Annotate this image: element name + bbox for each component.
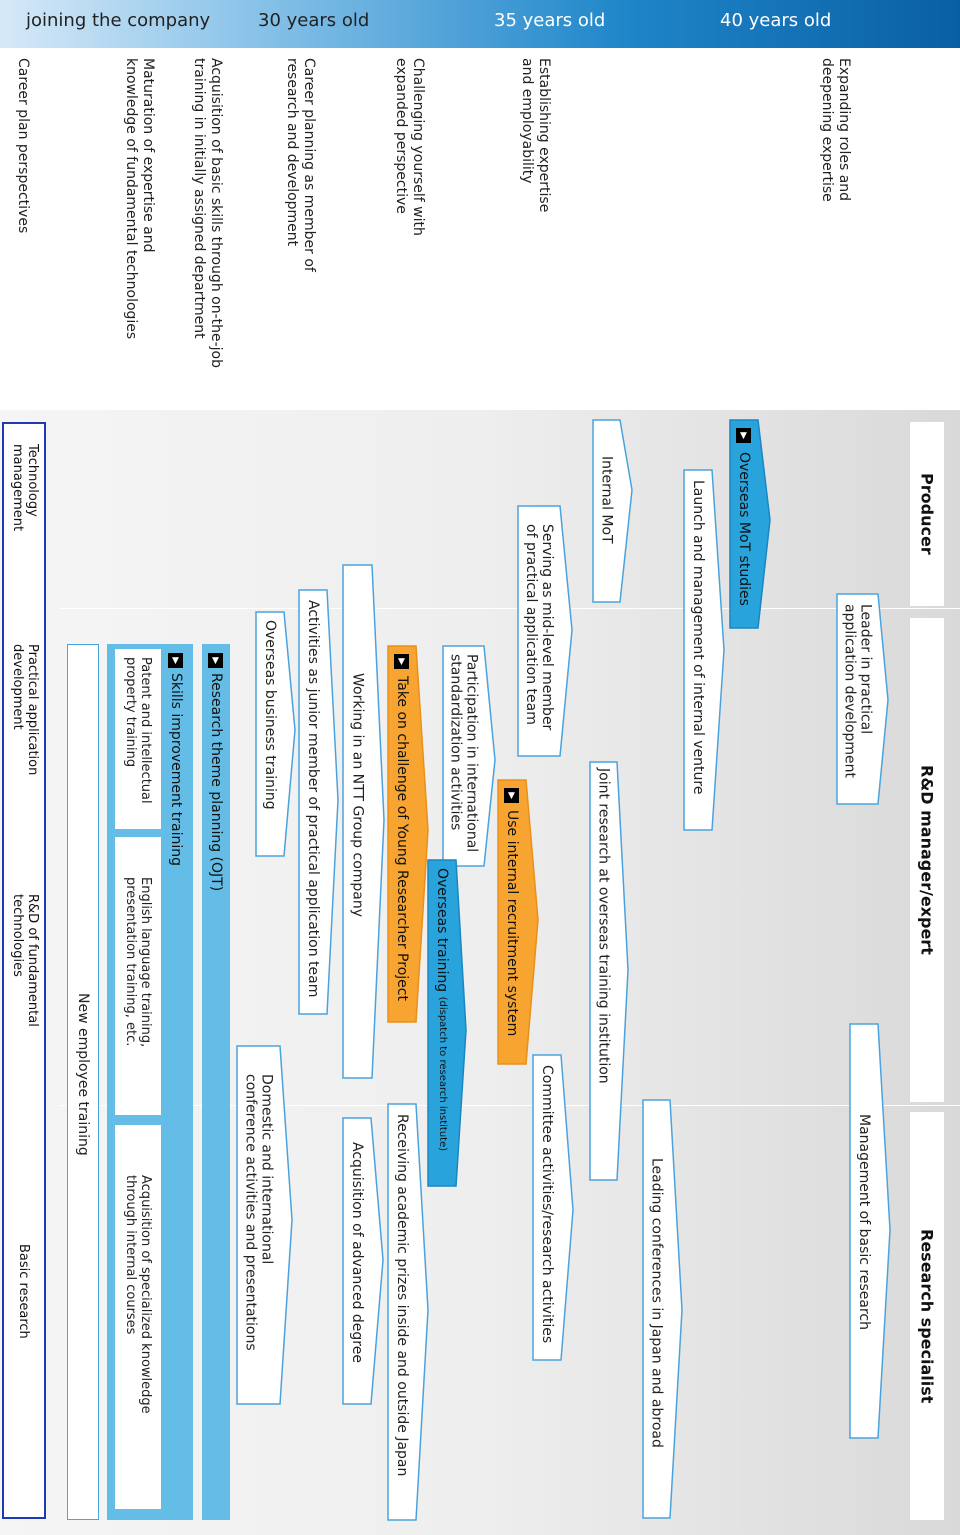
track-producer: Producer xyxy=(910,422,944,606)
box-committee[interactable]: Committee activities/research activities xyxy=(539,1065,555,1344)
box-skills-improvement[interactable]: ▼ Skills improvement training Patent and… xyxy=(107,644,193,1520)
perspective-maturation: Maturation of expertise and knowledge of… xyxy=(123,58,156,340)
category-legend: Technology management Practical applicat… xyxy=(2,422,46,1519)
marker-take-challenge: ▼ xyxy=(394,654,409,669)
divider-1 xyxy=(60,608,960,609)
box-management-basic[interactable]: Management of basic research xyxy=(856,1114,872,1330)
legend-rnd-fundamental: R&D of fundamental technologies xyxy=(10,894,40,1027)
box-working-ntt[interactable]: Working in an NTT Group company xyxy=(349,673,366,918)
box-internal-mot[interactable]: Internal MoT xyxy=(598,456,615,544)
box-take-challenge[interactable]: Take on challenge of Young Researcher Pr… xyxy=(394,676,410,1001)
box-specialized-knowledge[interactable]: Acquisition of specialized knowledge thr… xyxy=(115,1125,161,1509)
legend-basic-research: Basic research xyxy=(16,1244,31,1339)
box-domestic-conf[interactable]: Domestic and international conference ac… xyxy=(242,1074,275,1351)
stage-40: 40 years old xyxy=(720,10,832,31)
box-joint-research[interactable]: Joint research at overseas training inst… xyxy=(595,768,612,1084)
box-launch-venture[interactable]: Launch and management of internal ventur… xyxy=(690,480,706,795)
box-overseas-mot[interactable]: Overseas MoT studies xyxy=(736,452,752,606)
marker-research-theme: ▼ xyxy=(208,653,223,668)
marker-overseas-mot: ▼ xyxy=(736,428,751,443)
box-acquisition-degree[interactable]: Acquisition of advanced degree xyxy=(349,1142,365,1363)
box-serving-midlevel[interactable]: Serving as mid-level member of practical… xyxy=(523,524,555,731)
box-overseas-training[interactable]: Overseas training (dispatch to research … xyxy=(428,860,456,1186)
box-leader-practical[interactable]: Leader in practical application developm… xyxy=(841,604,874,779)
box-receiving-prizes[interactable]: Receiving academic prizes inside and out… xyxy=(394,1114,410,1477)
legend-practical-application: Practical application development xyxy=(10,644,40,776)
box-participation-intl[interactable]: Participation in international standardi… xyxy=(447,654,480,853)
stage-35: 35 years old xyxy=(494,10,606,31)
divider-2 xyxy=(60,1105,960,1106)
track-research-specialist: Research specialist xyxy=(910,1112,944,1520)
box-activities-junior[interactable]: Activities as junior member of practical… xyxy=(305,600,321,998)
overseas-training-sublabel: (dispatch to research institute) xyxy=(437,996,448,1152)
perspective-career-planning: Career planning as member of research an… xyxy=(284,58,317,272)
box-patent-training[interactable]: Patent and intellectual property trainin… xyxy=(115,649,161,829)
stage-30: 30 years old xyxy=(258,10,370,31)
age-timeline: joining the company 30 years old 35 year… xyxy=(0,0,960,48)
legend-technology-management: Technology management xyxy=(10,444,40,532)
perspective-acquisition: Acquisition of basic skills through on-t… xyxy=(191,58,224,369)
perspective-challenging: Challenging yourself with expanded persp… xyxy=(393,58,426,236)
perspective-header: Career plan perspectives xyxy=(15,58,31,234)
box-new-employee[interactable]: New employee training xyxy=(67,644,99,1520)
box-research-theme[interactable]: ▼ Research theme planning (OJT) xyxy=(202,644,230,1520)
marker-skills-improvement: ▼ xyxy=(168,653,183,668)
box-english-training[interactable]: English language training, presentation … xyxy=(115,837,161,1115)
track-rnd-manager: R&D manager/expert xyxy=(910,618,944,1102)
box-use-internal[interactable]: Use internal recruitment system xyxy=(504,810,520,1037)
stage-joining: joining the company xyxy=(26,10,211,31)
perspective-establishing: Establishing expertise and employability xyxy=(519,58,552,213)
marker-use-internal: ▼ xyxy=(504,788,519,803)
box-leading-conferences[interactable]: Leading conferences in Japan and abroad xyxy=(648,1158,665,1448)
overseas-training-label: Overseas training xyxy=(434,868,450,993)
perspective-expanding: Expanding roles and deepening expertise xyxy=(819,58,852,202)
box-overseas-business[interactable]: Overseas business training xyxy=(262,620,278,810)
